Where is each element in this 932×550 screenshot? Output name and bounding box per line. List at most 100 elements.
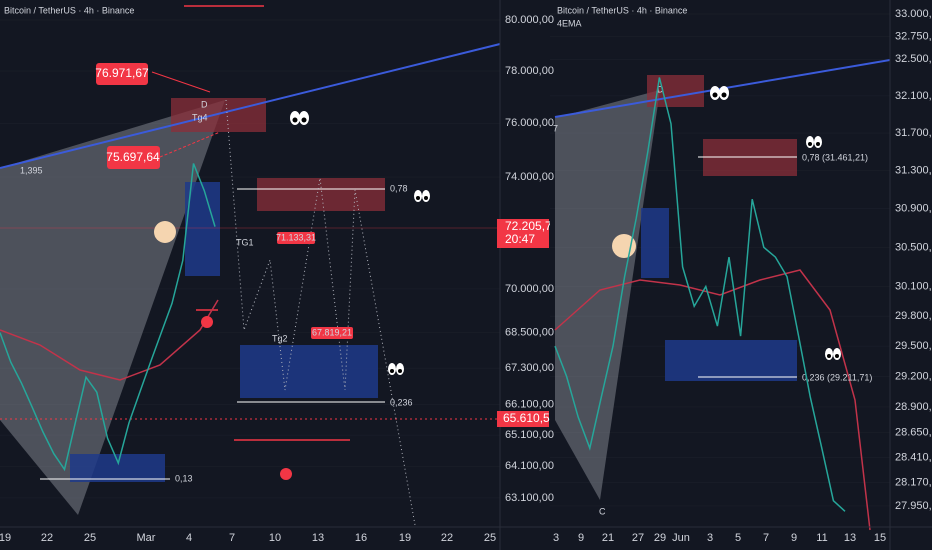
label: 0,78 bbox=[390, 183, 408, 193]
x-tick-label: Mar bbox=[137, 532, 156, 544]
price-callout bbox=[277, 232, 315, 244]
x-tick-label: 21 bbox=[602, 532, 614, 544]
label: 0,236 (29.211,71) bbox=[802, 372, 872, 382]
x-tick-label: 29 bbox=[654, 532, 666, 544]
eyes-icon bbox=[806, 136, 822, 148]
y-tick-label: 63.100,00 bbox=[505, 492, 554, 504]
y-tick-label: 31.300,00 bbox=[895, 165, 932, 177]
eyes-icon bbox=[414, 190, 430, 202]
x-tick-label: 3 bbox=[707, 532, 713, 544]
zone-blue bbox=[641, 208, 669, 278]
indicator: 4EMA bbox=[557, 18, 582, 28]
price-callout bbox=[311, 327, 353, 339]
x-tick-label: 13 bbox=[844, 532, 856, 544]
label: 7 bbox=[553, 123, 558, 133]
zone-blue bbox=[240, 345, 378, 398]
callout-text: 75.697,64 bbox=[106, 150, 160, 164]
trendline bbox=[0, 43, 501, 169]
x-tick-label: Jun bbox=[672, 532, 690, 544]
price-callout bbox=[96, 63, 148, 85]
zone-red bbox=[171, 98, 266, 132]
y-tick-label: 32.100,00 bbox=[895, 90, 932, 102]
label: D bbox=[201, 99, 208, 109]
y-tick-label: 32.500,00 bbox=[895, 53, 932, 65]
price-line bbox=[554, 77, 846, 512]
y-tick-label: 28.170,00 bbox=[895, 477, 932, 489]
x-tick-label: 3 bbox=[553, 532, 559, 544]
y-tick-label: 28.410,00 bbox=[895, 452, 932, 464]
chart-header: Bitcoin / TetherUS · 4h · Binance bbox=[557, 5, 687, 15]
level-price-tag bbox=[497, 411, 549, 427]
x-tick-label: 9 bbox=[791, 532, 797, 544]
y-tick-label: 70.000,00 bbox=[505, 283, 554, 295]
x-tick-label: 22 bbox=[41, 532, 53, 544]
y-tick-label: 76.000,00 bbox=[505, 117, 554, 129]
level-price: 65.610,54 bbox=[503, 411, 557, 425]
harmonic-pattern bbox=[0, 100, 225, 515]
x-tick-label: 4 bbox=[186, 532, 192, 544]
panel bbox=[550, 0, 932, 550]
y-tick-label: 31.700,00 bbox=[895, 127, 932, 139]
label: TG1 bbox=[236, 237, 254, 247]
price-callout bbox=[107, 146, 160, 169]
callout-text: 76.971,67 bbox=[95, 66, 149, 80]
x-tick-label: 22 bbox=[441, 532, 453, 544]
marker bbox=[201, 316, 213, 328]
chart-header: Bitcoin / TetherUS · 4h · Binance bbox=[4, 5, 134, 15]
callout-line bbox=[151, 71, 211, 93]
y-tick-label: 30.100,00 bbox=[895, 280, 932, 292]
label: C bbox=[599, 506, 606, 516]
x-tick-label: 7 bbox=[229, 532, 235, 544]
callout-line bbox=[159, 131, 221, 158]
label: 0,78 (31.461,21) bbox=[802, 152, 868, 162]
label: Tg4 bbox=[192, 112, 208, 122]
eyes-icon bbox=[388, 363, 404, 375]
y-tick-label: 30.500,00 bbox=[895, 241, 932, 253]
callout-text: 67.819,21 bbox=[312, 327, 352, 337]
price-line bbox=[0, 163, 216, 472]
y-tick-label: 29.800,00 bbox=[895, 310, 932, 322]
eyes-icon bbox=[710, 86, 729, 100]
x-tick-label: 10 bbox=[269, 532, 281, 544]
x-tick-label: 15 bbox=[874, 532, 886, 544]
y-tick-label: 78.000,00 bbox=[505, 65, 554, 77]
zone-blue bbox=[185, 182, 220, 276]
y-tick-label: 74.000,00 bbox=[505, 171, 554, 183]
marker bbox=[280, 468, 292, 480]
y-tick-label: 80.000,00 bbox=[505, 14, 554, 26]
face-icon bbox=[154, 221, 176, 243]
x-tick-label: 25 bbox=[84, 532, 96, 544]
eyes-icon bbox=[290, 111, 309, 125]
label: 1,395 bbox=[20, 165, 43, 175]
last-price: 72.205,71 bbox=[505, 219, 559, 233]
y-tick-label: 30.900,00 bbox=[895, 203, 932, 215]
label: Tg2 bbox=[272, 333, 288, 343]
countdown: 20:47 bbox=[505, 232, 535, 246]
eyes-icon bbox=[825, 348, 841, 360]
x-tick-label: 16 bbox=[355, 532, 367, 544]
x-tick-label: 9 bbox=[578, 532, 584, 544]
x-tick-label: 11 bbox=[816, 532, 827, 544]
x-tick-label: 25 bbox=[484, 532, 496, 544]
x-tick-label: 27 bbox=[632, 532, 644, 544]
y-tick-label: 32.750,00 bbox=[895, 30, 932, 42]
y-tick-label: 33.000,00 bbox=[895, 8, 932, 20]
zone-blue bbox=[70, 454, 165, 482]
x-tick-label: 13 bbox=[312, 532, 324, 544]
label: D bbox=[657, 84, 664, 94]
x-tick-label: 7 bbox=[763, 532, 769, 544]
y-tick-label: 68.500,00 bbox=[505, 326, 554, 338]
y-tick-label: 28.900,00 bbox=[895, 401, 932, 413]
x-tick-label: 19 bbox=[0, 532, 11, 544]
zone-red bbox=[647, 75, 704, 107]
y-tick-label: 28.650,00 bbox=[895, 427, 932, 439]
y-tick-label: 67.300,00 bbox=[505, 362, 554, 374]
y-tick-label: 29.200,00 bbox=[895, 370, 932, 382]
x-tick-label: 19 bbox=[399, 532, 411, 544]
callout-text: 71.133,31 bbox=[276, 232, 316, 242]
ema bbox=[554, 269, 871, 531]
x-tick-label: 5 bbox=[735, 532, 741, 544]
y-tick-label: 64.100,00 bbox=[505, 460, 554, 472]
zone-blue bbox=[665, 340, 797, 381]
